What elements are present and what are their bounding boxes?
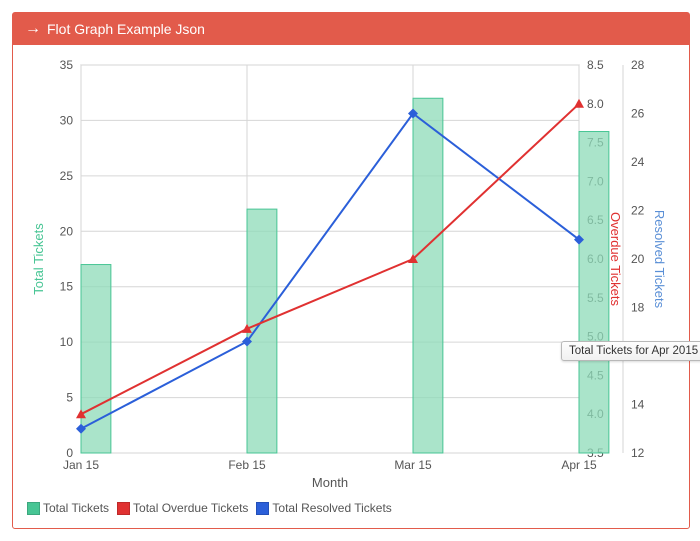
legend-swatch	[256, 502, 269, 515]
svg-text:22: 22	[631, 204, 645, 218]
legend-label: Total Overdue Tickets	[133, 501, 248, 515]
svg-text:8.0: 8.0	[587, 97, 604, 111]
svg-text:Overdue Tickets: Overdue Tickets	[608, 212, 623, 306]
svg-text:20: 20	[60, 224, 74, 238]
legend-swatch	[117, 502, 130, 515]
chart-tooltip: Total Tickets for Apr 2015 are 29	[561, 341, 700, 361]
legend-label: Total Tickets	[43, 501, 109, 515]
chart-svg: 05101520253035Total TicketsJan 15Feb 15M…	[25, 59, 677, 495]
svg-text:Resolved Tickets: Resolved Tickets	[652, 210, 667, 309]
legend-item: Total Tickets	[27, 501, 109, 515]
chart-legend: Total Tickets Total Overdue Tickets Total …	[25, 495, 677, 518]
panel-body: 05101520253035Total TicketsJan 15Feb 15M…	[13, 45, 689, 528]
svg-text:14: 14	[631, 398, 645, 412]
svg-text:18: 18	[631, 301, 645, 315]
svg-text:35: 35	[60, 59, 74, 72]
svg-text:20: 20	[631, 252, 645, 266]
tooltip-text: Total Tickets for Apr 2015 are 29	[569, 345, 700, 357]
legend-label: Total Resolved Tickets	[272, 501, 391, 515]
legend-item: Total Resolved Tickets	[256, 501, 391, 515]
svg-text:25: 25	[60, 169, 74, 183]
arrow-right-icon: →	[25, 21, 41, 37]
legend-swatch	[27, 502, 40, 515]
svg-text:5: 5	[66, 391, 73, 405]
svg-text:15: 15	[60, 280, 74, 294]
svg-text:Total Tickets: Total Tickets	[31, 223, 46, 295]
svg-text:Month: Month	[312, 475, 348, 490]
svg-text:28: 28	[631, 59, 645, 72]
svg-text:10: 10	[60, 335, 74, 349]
svg-text:12: 12	[631, 446, 645, 460]
legend-item: Total Overdue Tickets	[117, 501, 248, 515]
svg-text:Mar 15: Mar 15	[394, 458, 432, 472]
svg-text:24: 24	[631, 155, 645, 169]
svg-text:Feb 15: Feb 15	[228, 458, 266, 472]
svg-text:8.5: 8.5	[587, 59, 604, 72]
chart-panel: → Flot Graph Example Json 05101520253035…	[12, 12, 690, 529]
panel-header: → Flot Graph Example Json	[13, 13, 689, 45]
svg-text:Apr 15: Apr 15	[561, 458, 597, 472]
chart-plot: 05101520253035Total TicketsJan 15Feb 15M…	[25, 59, 677, 495]
svg-text:26: 26	[631, 107, 645, 121]
svg-text:Jan 15: Jan 15	[63, 458, 99, 472]
panel-title: Flot Graph Example Json	[47, 21, 205, 37]
svg-text:30: 30	[60, 113, 74, 127]
